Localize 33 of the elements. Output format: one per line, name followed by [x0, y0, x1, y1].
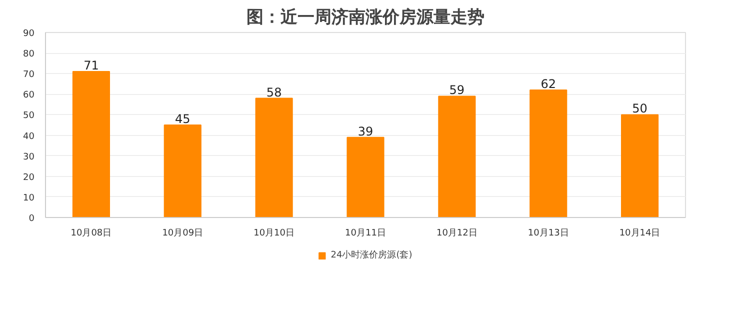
bar: [164, 124, 202, 218]
x-tick-label: 10月11日: [345, 228, 386, 238]
bar: [621, 114, 659, 218]
y-tick-label: 50: [23, 111, 35, 122]
x-tick-label: 10月14日: [619, 228, 660, 238]
data-label: 39: [358, 124, 374, 138]
y-tick-label: 80: [23, 50, 35, 60]
y-tick-label: 20: [23, 172, 35, 183]
y-tick-label: 70: [23, 70, 35, 80]
x-tick-label: 10月13日: [528, 228, 569, 238]
data-label: 59: [449, 83, 465, 98]
data-label: 58: [266, 85, 282, 100]
data-label: 62: [540, 77, 556, 92]
x-tick-label: 10月08日: [70, 228, 112, 238]
bar: [438, 96, 476, 218]
data-label: 50: [632, 102, 648, 116]
y-tick-label: 90: [23, 29, 35, 39]
bar: [255, 98, 293, 218]
bar: [346, 136, 384, 218]
bar: [72, 71, 110, 218]
y-tick-label: 10: [23, 193, 35, 204]
x-tick-label: 10月09日: [162, 228, 204, 238]
x-tick-label: 10月12日: [436, 228, 478, 238]
bar: [530, 90, 568, 218]
y-tick-label: 60: [23, 90, 35, 101]
x-tick-label: 10月10日: [254, 228, 295, 238]
y-tick-label: 0: [28, 214, 35, 224]
data-label: 45: [175, 112, 190, 126]
y-tick-label: 30: [23, 152, 35, 162]
data-label: 71: [84, 58, 99, 73]
chart-title: 图：近一周济南涨价房源量走势: [246, 8, 484, 28]
y-tick-label: 40: [23, 132, 35, 142]
legend-label: 24小时涨价房源(套): [330, 249, 412, 262]
